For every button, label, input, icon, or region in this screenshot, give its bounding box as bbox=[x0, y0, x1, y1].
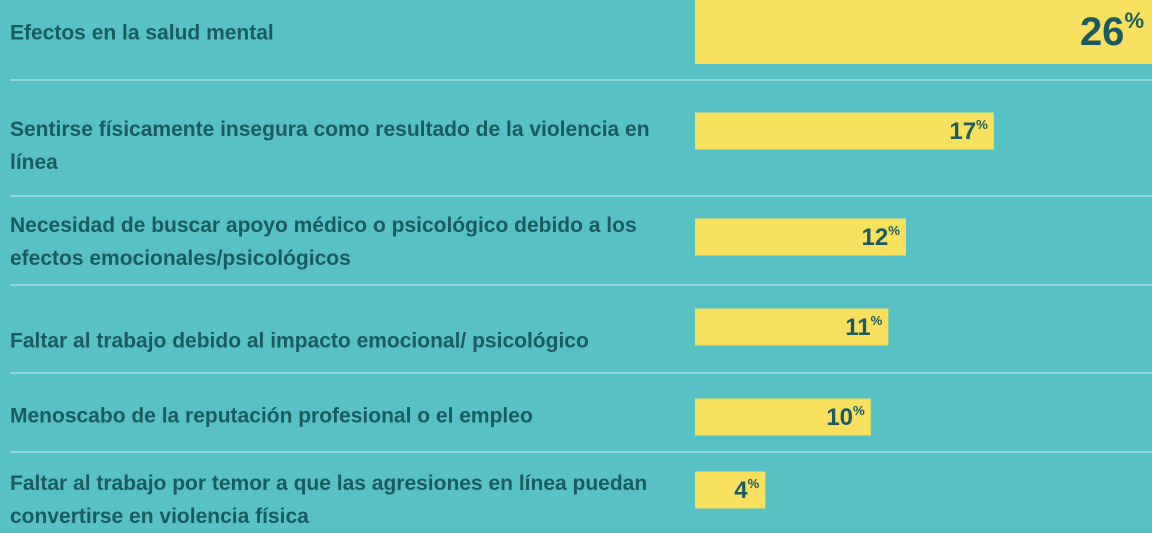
category-label: Menoscabo de la reputación profesional o… bbox=[10, 404, 533, 428]
bar bbox=[695, 471, 766, 509]
bar bbox=[695, 112, 994, 150]
bar bbox=[695, 398, 871, 436]
value-label: 12% bbox=[861, 223, 900, 251]
value-label: 11% bbox=[845, 313, 882, 341]
category-label: Efectos en la salud mental bbox=[10, 21, 274, 45]
value-label: 10% bbox=[826, 403, 865, 431]
category-label: Necesidad de buscar apoyo médico o psico… bbox=[10, 214, 637, 270]
value-label: 4% bbox=[734, 476, 759, 504]
bar bbox=[695, 308, 889, 346]
value-label: 17% bbox=[949, 117, 988, 145]
bar bbox=[695, 0, 1152, 64]
category-label: Faltar al trabajo debido al impacto emoc… bbox=[10, 329, 589, 353]
value-label: 26% bbox=[1080, 8, 1144, 54]
bar bbox=[695, 218, 906, 256]
category-label: Faltar al trabajo por temor a que las ag… bbox=[10, 472, 648, 528]
category-label: Sentirse físicamente insegura como resul… bbox=[10, 118, 650, 174]
